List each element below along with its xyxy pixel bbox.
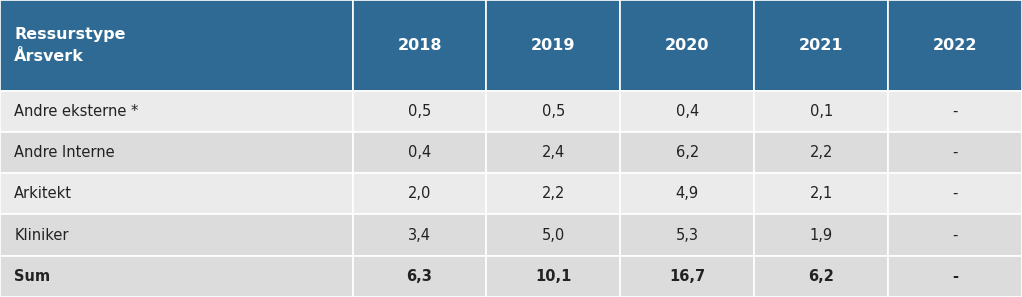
Bar — [486, 173, 620, 214]
Bar — [0, 0, 353, 91]
Text: 2018: 2018 — [398, 38, 442, 53]
Text: -: - — [953, 145, 958, 160]
Text: Andre eksterne *: Andre eksterne * — [14, 104, 139, 119]
Text: -: - — [953, 186, 958, 201]
Bar — [888, 214, 1022, 256]
Text: 1,9: 1,9 — [809, 228, 833, 243]
Text: 2,4: 2,4 — [542, 145, 565, 160]
Bar — [0, 173, 353, 214]
Bar — [353, 256, 486, 297]
Text: Andre Interne: Andre Interne — [14, 145, 114, 160]
Bar — [486, 256, 620, 297]
Text: Kliniker: Kliniker — [14, 228, 68, 243]
Bar — [620, 256, 754, 297]
Bar — [0, 214, 353, 256]
Text: -: - — [953, 104, 958, 119]
Bar — [754, 132, 888, 173]
Bar — [754, 0, 888, 91]
Text: 2020: 2020 — [665, 38, 709, 53]
Bar — [754, 91, 888, 132]
Bar — [353, 0, 486, 91]
Bar — [486, 214, 620, 256]
Text: Sum: Sum — [14, 269, 50, 284]
Bar — [620, 91, 754, 132]
Bar — [888, 173, 1022, 214]
Bar — [620, 0, 754, 91]
Text: 4,9: 4,9 — [676, 186, 699, 201]
Text: Ressurstype
Årsverk: Ressurstype Årsverk — [14, 27, 126, 64]
Text: 0,5: 0,5 — [542, 104, 565, 119]
Bar — [620, 132, 754, 173]
Text: 0,4: 0,4 — [676, 104, 699, 119]
Bar — [888, 91, 1022, 132]
Bar — [353, 173, 486, 214]
Text: Arkitekt: Arkitekt — [14, 186, 73, 201]
Text: 2021: 2021 — [799, 38, 843, 53]
Text: 16,7: 16,7 — [669, 269, 705, 284]
Text: 5,3: 5,3 — [676, 228, 699, 243]
Text: 6,2: 6,2 — [676, 145, 699, 160]
Bar — [620, 214, 754, 256]
Text: 6,3: 6,3 — [407, 269, 432, 284]
Bar — [0, 256, 353, 297]
Text: 10,1: 10,1 — [536, 269, 571, 284]
Bar — [754, 256, 888, 297]
Text: -: - — [953, 228, 958, 243]
Bar — [0, 91, 353, 132]
Bar — [486, 132, 620, 173]
Text: 0,1: 0,1 — [809, 104, 833, 119]
Text: -: - — [953, 269, 958, 284]
Bar — [888, 0, 1022, 91]
Bar — [353, 214, 486, 256]
Bar — [888, 256, 1022, 297]
Text: 5,0: 5,0 — [542, 228, 565, 243]
Text: 2022: 2022 — [933, 38, 977, 53]
Bar — [486, 0, 620, 91]
Bar — [0, 132, 353, 173]
Bar — [888, 132, 1022, 173]
Text: 2019: 2019 — [531, 38, 575, 53]
Text: 6,2: 6,2 — [808, 269, 834, 284]
Bar — [754, 214, 888, 256]
Text: 0,4: 0,4 — [408, 145, 431, 160]
Bar — [353, 91, 486, 132]
Bar — [486, 91, 620, 132]
Text: 2,1: 2,1 — [809, 186, 833, 201]
Text: 2,2: 2,2 — [542, 186, 565, 201]
Text: 3,4: 3,4 — [408, 228, 431, 243]
Bar — [353, 132, 486, 173]
Bar — [620, 173, 754, 214]
Text: 0,5: 0,5 — [408, 104, 431, 119]
Text: 2,0: 2,0 — [408, 186, 431, 201]
Text: 2,2: 2,2 — [809, 145, 833, 160]
Bar — [754, 173, 888, 214]
